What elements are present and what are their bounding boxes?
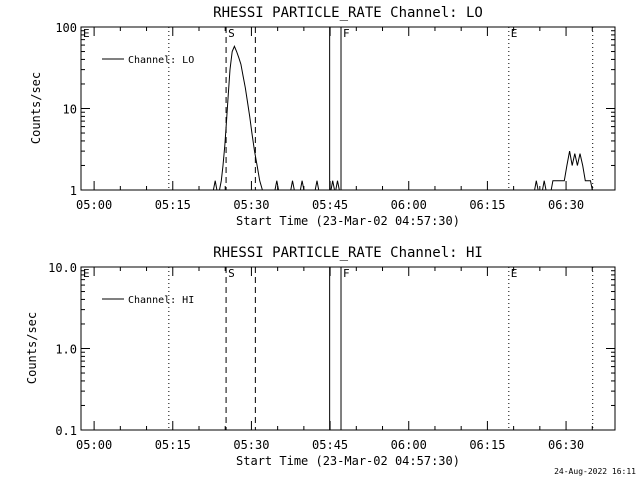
y-tick-label: 1.0 xyxy=(55,343,77,357)
panel-lo-x-label: Start Time (23-Mar-02 04:57:30) xyxy=(236,214,460,228)
panel-hi-frame xyxy=(80,266,616,431)
marker-label: F xyxy=(343,267,350,280)
series-line xyxy=(212,45,593,191)
panel-hi-x-ticks: 05:00 05:15 05:30 05:45 06:00 06:15 06:30 xyxy=(76,267,593,452)
panel-hi-title: RHESSI PARTICLE_RATE Channel: HI xyxy=(213,245,483,261)
x-tick-label: 06:30 xyxy=(548,198,584,212)
x-tick-label: 06:15 xyxy=(469,198,505,212)
x-tick-label: 06:00 xyxy=(391,438,427,452)
y-tick-label: 1 xyxy=(70,184,77,198)
x-tick-label: 06:00 xyxy=(391,198,427,212)
marker-label: E xyxy=(511,267,518,280)
x-tick-label: 05:30 xyxy=(233,198,269,212)
y-tick-label: 100 xyxy=(55,21,77,35)
panel-hi-y-label: Counts/sec xyxy=(25,312,39,384)
x-tick-label: 06:15 xyxy=(469,438,505,452)
x-tick-label: 05:15 xyxy=(155,438,191,452)
panel-lo: RHESSI PARTICLE_RATE Channel: LO 110100 … xyxy=(29,5,616,228)
x-tick-label: 05:15 xyxy=(155,198,191,212)
panel-hi-legend: Channel: HI xyxy=(102,295,194,306)
panel-lo-title: RHESSI PARTICLE_RATE Channel: LO xyxy=(213,5,483,21)
panel-lo-y-label: Counts/sec xyxy=(29,72,43,144)
marker-label: E xyxy=(511,27,518,40)
x-tick-label: 05:45 xyxy=(312,438,348,452)
panel-lo-legend-label: Channel: LO xyxy=(128,55,194,66)
x-tick-label: 05:00 xyxy=(76,198,112,212)
x-tick-label: 05:45 xyxy=(312,198,348,212)
y-tick-label: 10 xyxy=(63,103,77,117)
panel-lo-y-ticks: 1 10 100 xyxy=(55,21,615,198)
panel-hi: RHESSI PARTICLE_RATE Channel: HI 0.1 1.0 1… xyxy=(25,245,616,468)
panel-lo-frame xyxy=(80,26,616,191)
marker-label: S xyxy=(228,27,235,40)
marker-label: E xyxy=(83,27,90,40)
marker-label: F xyxy=(343,27,350,40)
marker-label: S xyxy=(228,267,235,280)
panel-hi-legend-label: Channel: HI xyxy=(128,295,194,306)
timestamp: 24-Aug-2022 16:11 xyxy=(554,467,636,476)
panel-lo-legend: Channel: LO xyxy=(102,55,194,66)
panel-hi-x-label: Start Time (23-Mar-02 04:57:30) xyxy=(236,454,460,468)
y-tick-label: 10.0 xyxy=(48,261,77,275)
marker-label: E xyxy=(83,267,90,280)
x-tick-label: 05:30 xyxy=(233,438,269,452)
x-tick-label: 06:30 xyxy=(548,438,584,452)
x-tick-label: 05:00 xyxy=(76,438,112,452)
panel-lo-x-ticks: 05:00 05:15 05:30 05:45 06:00 06:15 06:30 xyxy=(76,27,593,212)
y-tick-label: 0.1 xyxy=(55,424,77,438)
panel-lo-series xyxy=(212,45,593,191)
